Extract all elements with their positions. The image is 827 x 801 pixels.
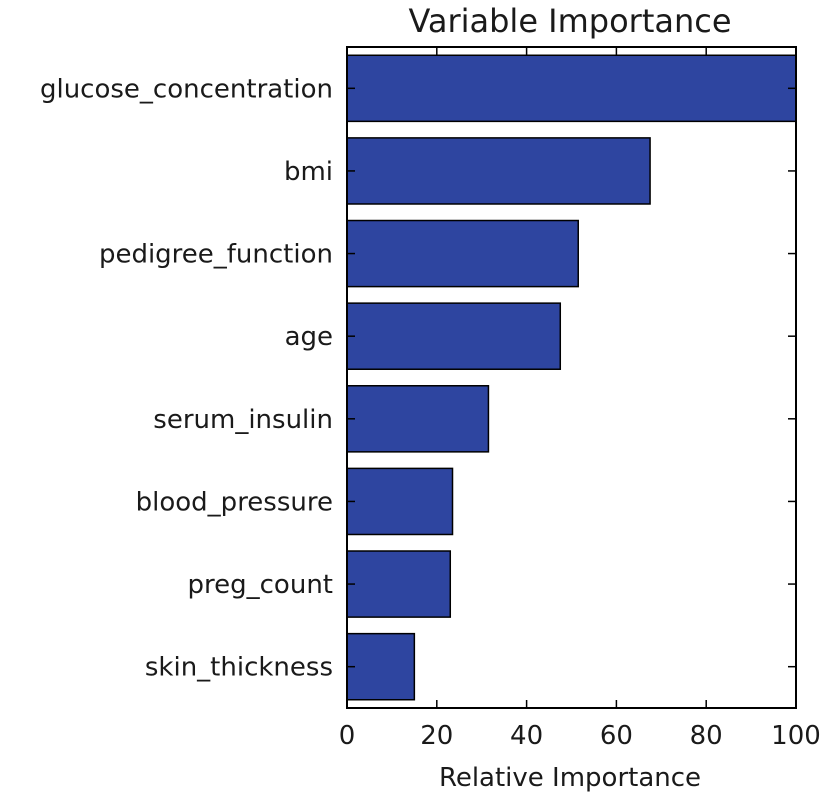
- category-label-serum-insulin: serum_insulin: [153, 405, 333, 435]
- category-label-blood-pressure: blood_pressure: [136, 487, 333, 517]
- category-label-preg-count: preg_count: [188, 570, 333, 600]
- x-tick-label-40: 40: [510, 721, 543, 751]
- bars-group: [346, 54, 797, 701]
- category-label-pedigree-function: pedigree_function: [99, 240, 333, 270]
- bar-glucose-concentration: [346, 54, 797, 123]
- x-tick-label-60: 60: [600, 721, 633, 751]
- plot-area-frame: [346, 46, 797, 709]
- category-label-bmi: bmi: [284, 157, 333, 187]
- category-label-skin-thickness: skin_thickness: [145, 653, 333, 683]
- category-label-age: age: [285, 322, 333, 352]
- bar-age: [346, 302, 562, 370]
- bar-blood-pressure: [346, 467, 454, 536]
- x-axis-label: Relative Importance: [439, 763, 701, 793]
- chart-title: Variable Importance: [408, 2, 731, 40]
- x-tick-label-100: 100: [771, 721, 821, 751]
- x-tick-labels-group: 0 20 40 60 80 100: [339, 721, 821, 751]
- bar-preg-count: [346, 550, 452, 618]
- bar-bmi: [346, 137, 651, 205]
- bar-skin-thickness: [346, 632, 416, 701]
- bar-pedigree-function: [346, 219, 579, 288]
- bar-serum-insulin: [346, 385, 490, 453]
- x-tick-label-20: 20: [420, 721, 453, 751]
- x-tick-label-80: 80: [690, 721, 723, 751]
- x-tick-label-0: 0: [339, 721, 356, 751]
- category-label-glucose-concentration: glucose_concentration: [40, 74, 333, 104]
